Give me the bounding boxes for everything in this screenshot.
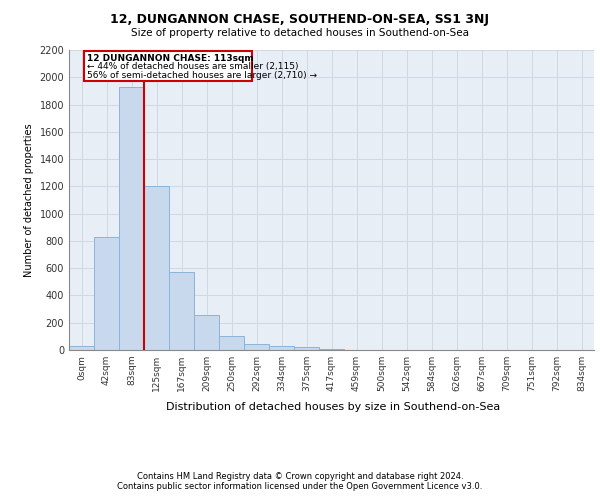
Text: Size of property relative to detached houses in Southend-on-Sea: Size of property relative to detached ho…	[131, 28, 469, 38]
Bar	[269, 346, 294, 350]
Bar	[69, 346, 94, 350]
Text: Contains HM Land Registry data © Crown copyright and database right 2024.: Contains HM Land Registry data © Crown c…	[137, 472, 463, 481]
Bar	[119, 87, 144, 350]
FancyBboxPatch shape	[83, 50, 251, 82]
Text: Distribution of detached houses by size in Southend-on-Sea: Distribution of detached houses by size …	[166, 402, 500, 412]
Text: 12, DUNGANNON CHASE, SOUTHEND-ON-SEA, SS1 3NJ: 12, DUNGANNON CHASE, SOUTHEND-ON-SEA, SS…	[110, 12, 490, 26]
Bar	[144, 186, 169, 350]
Y-axis label: Number of detached properties: Number of detached properties	[24, 123, 34, 277]
Text: 56% of semi-detached houses are larger (2,710) →: 56% of semi-detached houses are larger (…	[87, 71, 317, 80]
Bar	[294, 348, 319, 350]
Bar	[244, 344, 269, 350]
Bar	[94, 237, 119, 350]
Bar	[219, 336, 244, 350]
Bar	[169, 272, 194, 350]
Bar	[194, 315, 219, 350]
Text: Contains public sector information licensed under the Open Government Licence v3: Contains public sector information licen…	[118, 482, 482, 491]
Text: 12 DUNGANNON CHASE: 113sqm: 12 DUNGANNON CHASE: 113sqm	[87, 54, 254, 62]
Text: ← 44% of detached houses are smaller (2,115): ← 44% of detached houses are smaller (2,…	[87, 62, 299, 72]
